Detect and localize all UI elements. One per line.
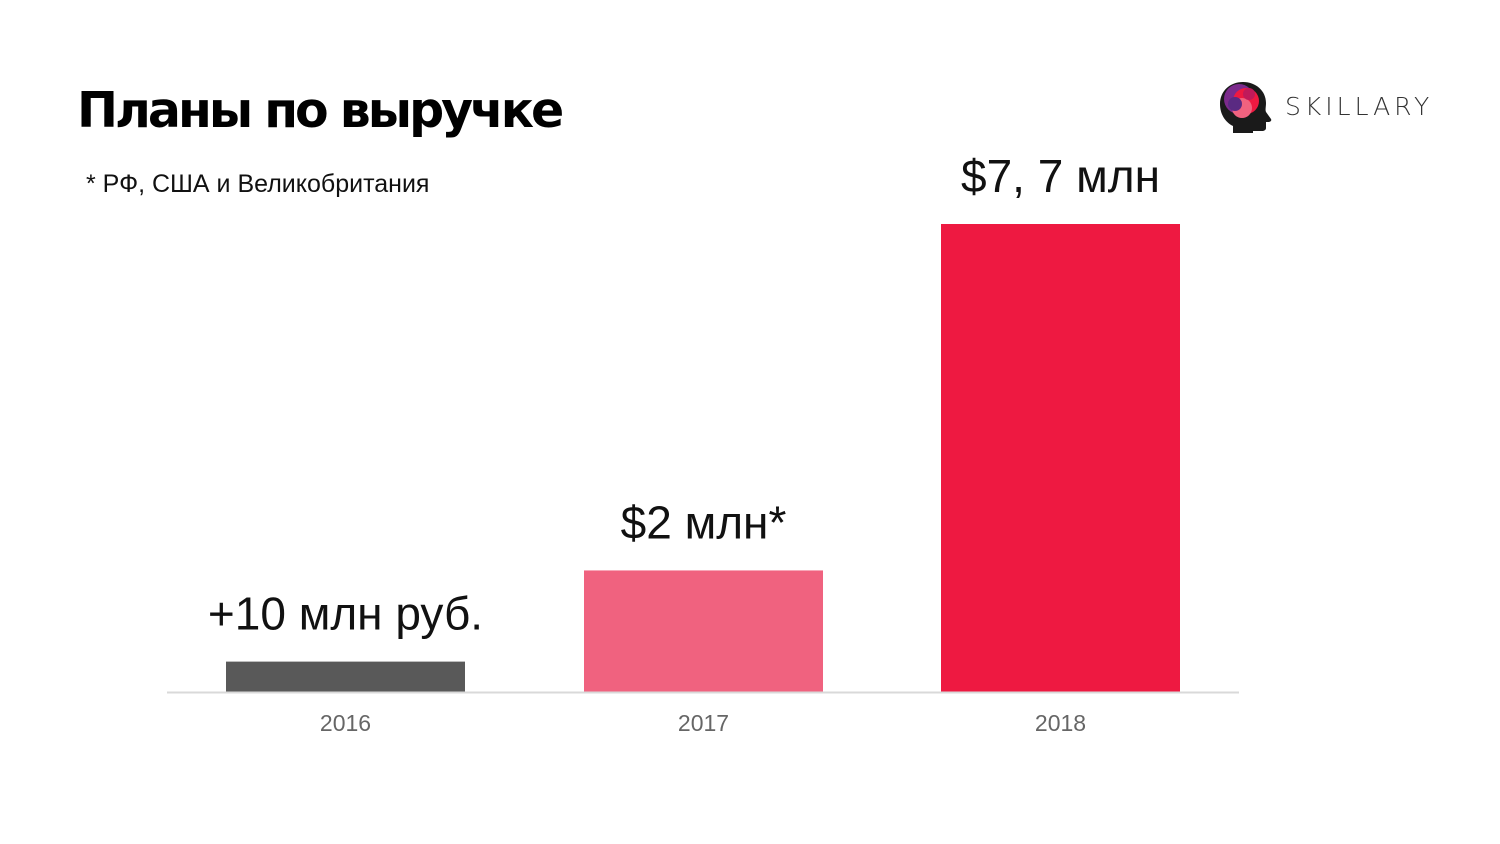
page-title: Планы по выручке: [77, 82, 564, 139]
bar-2017: [584, 570, 823, 692]
x-tick-label-2016: 2016: [320, 710, 371, 736]
bar-2018: [941, 224, 1180, 692]
footnote: * РФ, США и Великобритания: [86, 170, 430, 198]
x-tick-label-2018: 2018: [1035, 710, 1086, 736]
head-profile-icon: [1219, 79, 1273, 133]
data-label-2017: $2 млн*: [621, 496, 787, 548]
bar-2016: [226, 661, 465, 692]
data-label-2018: $7, 7 млн: [961, 150, 1160, 202]
brand-name: SKILLARY: [1285, 91, 1434, 121]
brand-logo: SKILLARY: [1219, 79, 1433, 133]
x-tick-label-2017: 2017: [678, 710, 729, 736]
data-label-2016: +10 млн руб.: [208, 588, 483, 640]
